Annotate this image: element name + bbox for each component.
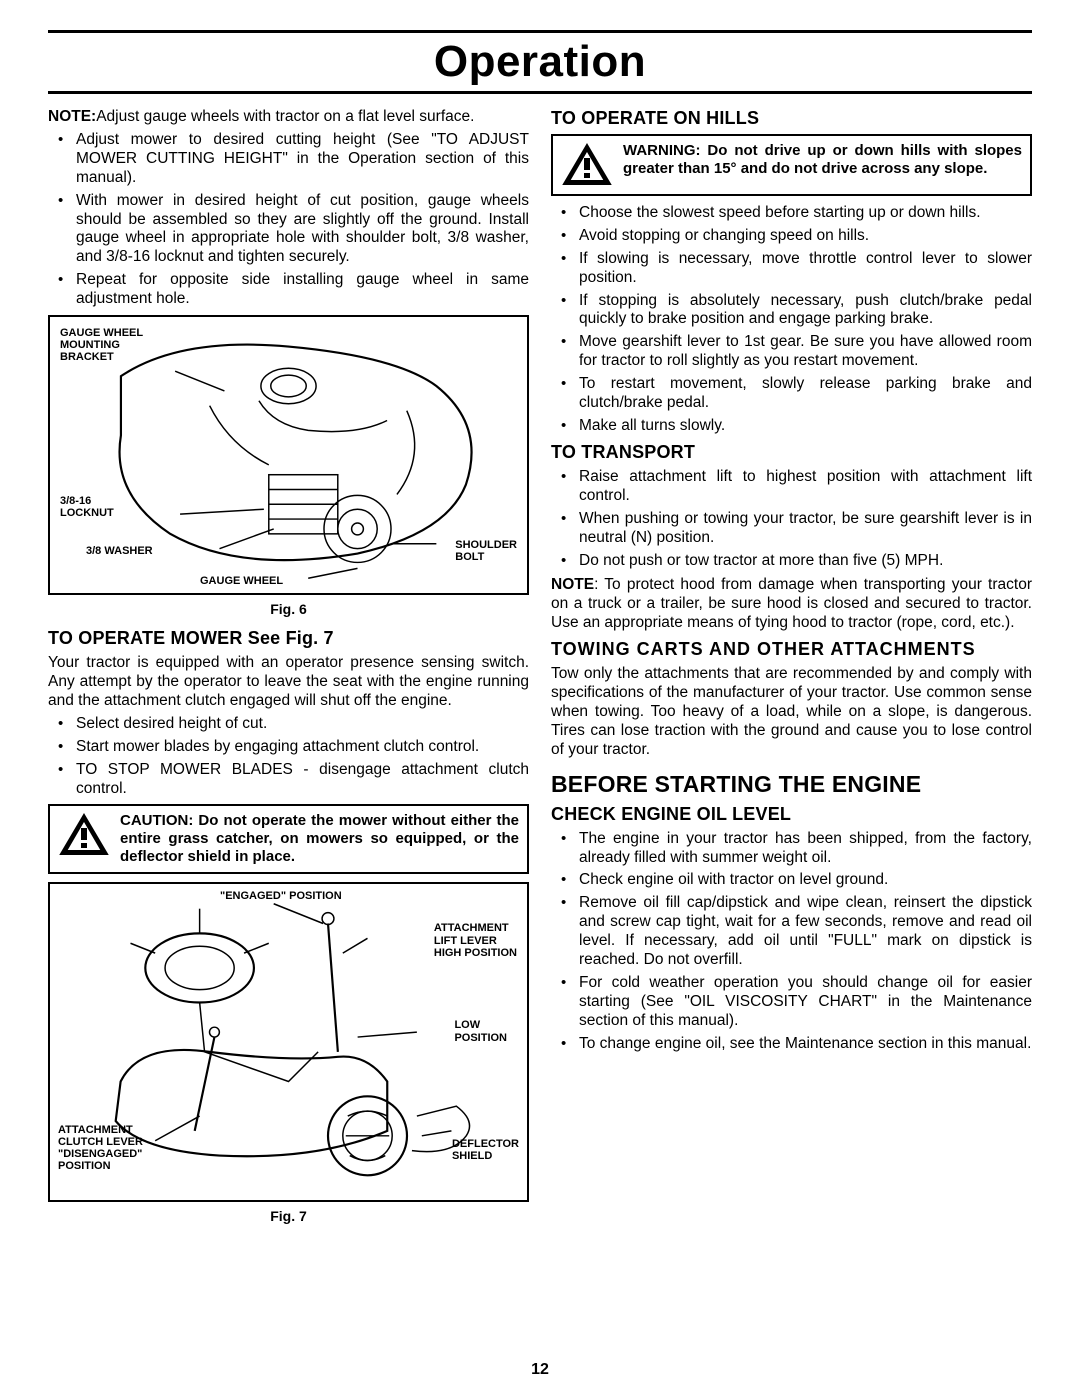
list-item: With mower in desired height of cut posi… [48, 192, 529, 268]
note-text: : To protect hood from damage when trans… [551, 576, 1032, 631]
page-number: 12 [0, 1361, 1080, 1379]
page-title: Operation [48, 37, 1032, 87]
fig7-caption: Fig. 7 [48, 1208, 529, 1225]
heading-towing: TOWING CARTS AND OTHER ATTACHMENTS [551, 639, 1032, 661]
bullets-hills: Choose the slowest speed before starting… [551, 204, 1032, 436]
label-deflector: DEFLECTOR SHIELD [452, 1138, 519, 1162]
top-rule [48, 30, 1032, 33]
warning-icon [561, 142, 613, 188]
label-clutch: ATTACHMENT CLUTCH LEVER "DISENGAGED" POS… [58, 1124, 143, 1172]
heading-operate-mower: TO OPERATE MOWER See Fig. 7 [48, 628, 529, 650]
heading-before-start: BEFORE STARTING THE ENGINE [551, 770, 1032, 798]
list-item: Adjust mower to desired cutting height (… [48, 131, 529, 188]
list-item: Remove oil fill cap/dipstick and wipe cl… [551, 894, 1032, 970]
list-item: If stopping is absolutely necessary, pus… [551, 292, 1032, 330]
list-item: For cold weather operation you should ch… [551, 974, 1032, 1031]
list-item: Make all turns slowly. [551, 417, 1032, 436]
list-item: TO STOP MOWER BLADES - disengage attachm… [48, 761, 529, 799]
list-item: To change engine oil, see the Maintenanc… [551, 1035, 1032, 1054]
note-line: NOTE:Adjust gauge wheels with tractor on… [48, 108, 529, 127]
list-item: Do not push or tow tractor at more than … [551, 552, 1032, 571]
heading-check-oil: CHECK ENGINE OIL LEVEL [551, 804, 1032, 826]
note-text: Adjust gauge wheels with tractor on a fl… [96, 108, 474, 125]
operate-mower-intro: Your tractor is equipped with an operato… [48, 654, 529, 711]
caution-icon [58, 812, 110, 858]
columns: NOTE:Adjust gauge wheels with tractor on… [48, 108, 1032, 1236]
bullets-operate-mower: Select desired height of cut. Start mowe… [48, 715, 529, 799]
warning-text: WARNING: Do not drive up or down hills w… [623, 142, 1022, 178]
transport-note: NOTE: To protect hood from damage when t… [551, 576, 1032, 633]
figure-6: GAUGE WHEEL MOUNTING BRACKET 3/8-16 LOCK… [48, 315, 529, 595]
list-item: The engine in your tractor has been ship… [551, 830, 1032, 868]
list-item: Move gearshift lever to 1st gear. Be sur… [551, 333, 1032, 371]
list-item: To restart movement, slowly release park… [551, 375, 1032, 413]
caution-text: CAUTION: Do not operate the mower withou… [120, 812, 519, 866]
label-bracket: GAUGE WHEEL MOUNTING BRACKET [60, 327, 143, 363]
heading-hills: TO OPERATE ON HILLS [551, 108, 1032, 130]
figure-7: "ENGAGED" POSITION ATTACHMENT LIFT LEVER… [48, 882, 529, 1202]
list-item: If slowing is necessary, move throttle c… [551, 250, 1032, 288]
note-label: NOTE [551, 576, 594, 593]
list-item: Check engine oil with tractor on level g… [551, 871, 1032, 890]
right-column: TO OPERATE ON HILLS WARNING: Do not driv… [551, 108, 1032, 1236]
list-item: Avoid stopping or changing speed on hill… [551, 227, 1032, 246]
warning-box-hills: WARNING: Do not drive up or down hills w… [551, 134, 1032, 196]
left-column: NOTE:Adjust gauge wheels with tractor on… [48, 108, 529, 1236]
label-liftlever: ATTACHMENT LIFT LEVER HIGH POSITION [434, 922, 517, 958]
note-label: NOTE: [48, 108, 96, 125]
list-item: Start mower blades by engaging attachmen… [48, 738, 529, 757]
label-engaged: "ENGAGED" POSITION [220, 890, 342, 902]
heading-transport: TO TRANSPORT [551, 442, 1032, 464]
caution-box: CAUTION: Do not operate the mower withou… [48, 804, 529, 874]
bullets-check-oil: The engine in your tractor has been ship… [551, 830, 1032, 1054]
bullets-transport: Raise attachment lift to highest positio… [551, 468, 1032, 571]
bullets-gauge: Adjust mower to desired cutting height (… [48, 131, 529, 309]
label-washer: 3/8 WASHER [86, 545, 153, 557]
label-low: LOW POSITION [454, 1019, 507, 1043]
fig6-caption: Fig. 6 [48, 601, 529, 618]
list-item: Raise attachment lift to highest positio… [551, 468, 1032, 506]
label-gaugewheel: GAUGE WHEEL [200, 575, 283, 587]
label-locknut: 3/8-16 LOCKNUT [60, 495, 114, 519]
list-item: Select desired height of cut. [48, 715, 529, 734]
label-shoulderbolt: SHOULDER BOLT [455, 539, 517, 563]
towing-text: Tow only the attachments that are recomm… [551, 665, 1032, 760]
under-rule [48, 91, 1032, 94]
list-item: Choose the slowest speed before starting… [551, 204, 1032, 223]
list-item: Repeat for opposite side installing gaug… [48, 271, 529, 309]
list-item: When pushing or towing your tractor, be … [551, 510, 1032, 548]
